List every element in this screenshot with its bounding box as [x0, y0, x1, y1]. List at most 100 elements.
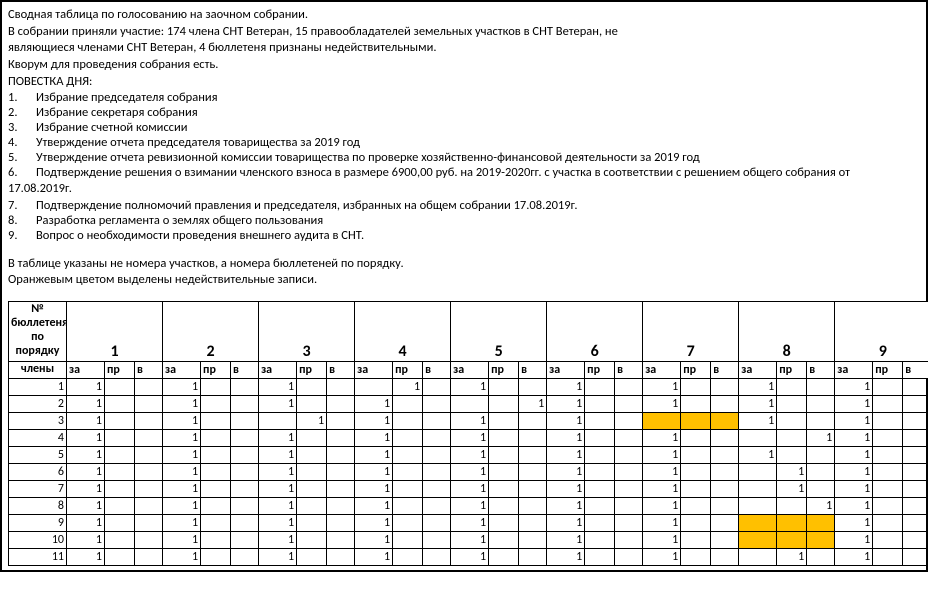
- vote-cell: 1: [643, 430, 681, 447]
- vote-cell: [423, 498, 451, 515]
- vote-cell: 1: [777, 464, 807, 481]
- vote-cell: [393, 481, 423, 498]
- vote-cell: 1: [163, 447, 201, 464]
- vote-cell: [423, 532, 451, 549]
- note-line: Оранжевым цветом выделены недействительн…: [8, 272, 920, 288]
- vote-cell: 1: [451, 464, 489, 481]
- vote-cell: 1: [163, 498, 201, 515]
- vote-cell: [615, 549, 643, 566]
- vote-cell: [489, 549, 519, 566]
- vote-cell: 1: [451, 379, 489, 396]
- vote-cell: [105, 498, 135, 515]
- vote-cell: 1: [451, 430, 489, 447]
- agenda-item: 1Избрание председателя собрания: [8, 90, 920, 105]
- row-number-cell: 10: [9, 532, 67, 549]
- vote-cell: [489, 515, 519, 532]
- subcolumn-header: пр: [873, 362, 903, 379]
- vote-cell: [777, 396, 807, 413]
- vote-cell: 1: [67, 447, 105, 464]
- vote-cell: 1: [835, 464, 873, 481]
- vote-cell: [489, 379, 519, 396]
- vote-cell: [231, 481, 259, 498]
- vote-cell: [777, 379, 807, 396]
- vote-cell: [327, 464, 355, 481]
- row-number-cell: 5: [9, 447, 67, 464]
- vote-cell: 1: [643, 515, 681, 532]
- subcolumn-header: пр: [105, 362, 135, 379]
- vote-cell: [231, 430, 259, 447]
- vote-cell: [489, 464, 519, 481]
- vote-cell: [903, 430, 928, 447]
- table-row: 4111111111: [9, 430, 928, 447]
- vote-cell: 1: [259, 515, 297, 532]
- vote-cell: [873, 430, 903, 447]
- vote-cell: 1: [643, 447, 681, 464]
- vote-cell: [423, 413, 451, 430]
- agenda-item: 5Утверждение отчета ревизионной комиссии…: [8, 150, 920, 165]
- vote-cell: 1: [643, 464, 681, 481]
- vote-cell: [105, 413, 135, 430]
- vote-cell: [489, 430, 519, 447]
- vote-cell: [327, 549, 355, 566]
- vote-cell: 1: [451, 447, 489, 464]
- vote-cell: [489, 413, 519, 430]
- vote-cell: [873, 447, 903, 464]
- vote-cell: [393, 396, 423, 413]
- agenda-item-number: 1: [8, 90, 36, 105]
- agenda-item-text: Подтверждение решения о взимании членско…: [36, 165, 920, 180]
- vote-cell: [231, 532, 259, 549]
- question-header: 3: [259, 302, 355, 362]
- vote-cell: [135, 515, 163, 532]
- row-number-cell: 8: [9, 498, 67, 515]
- vote-cell: 1: [67, 413, 105, 430]
- question-header: 1: [67, 302, 163, 362]
- subcolumn-header: за: [163, 362, 201, 379]
- vote-cell: [681, 481, 711, 498]
- vote-cell: 1: [547, 464, 585, 481]
- vote-cell: 1: [547, 396, 585, 413]
- vote-cell: [489, 498, 519, 515]
- vote-cell: 1: [67, 464, 105, 481]
- vote-cell: 1: [643, 532, 681, 549]
- vote-cell: 1: [835, 430, 873, 447]
- subcolumn-header: в: [615, 362, 643, 379]
- vote-cell: [135, 464, 163, 481]
- row-number-cell: 7: [9, 481, 67, 498]
- vote-cell: [327, 481, 355, 498]
- question-header: 5: [451, 302, 547, 362]
- vote-cell: [201, 498, 231, 515]
- vote-cell: [711, 549, 739, 566]
- vote-cell: [105, 515, 135, 532]
- vote-cell: 1: [163, 379, 201, 396]
- vote-cell: [585, 532, 615, 549]
- vote-cell: [297, 498, 327, 515]
- note-line: В таблице указаны не номера участков, а …: [8, 256, 920, 272]
- vote-cell: [519, 515, 547, 532]
- subcolumn-header: пр: [201, 362, 231, 379]
- vote-cell: 1: [777, 481, 807, 498]
- vote-cell: [423, 396, 451, 413]
- agenda-item-text: Избрание председателя собрания: [36, 90, 920, 105]
- vote-cell: 1: [835, 413, 873, 430]
- vote-cell: [585, 515, 615, 532]
- vote-cell: [585, 379, 615, 396]
- agenda-item-text: Избрание секретаря собрания: [36, 105, 920, 120]
- vote-cell: [777, 498, 807, 515]
- vote-cell: [231, 379, 259, 396]
- subcolumn-header: в: [807, 362, 835, 379]
- preamble-line: В собрании приняли участие: 174 члена СН…: [8, 24, 920, 40]
- preamble-line: Сводная таблица по голосованию на заочно…: [8, 7, 920, 23]
- vote-cell: [297, 430, 327, 447]
- vote-cell: 1: [67, 498, 105, 515]
- vote-cell: 1: [807, 498, 835, 515]
- vote-cell: [519, 464, 547, 481]
- question-header: 8: [739, 302, 835, 362]
- document-frame: Сводная таблица по голосованию на заочно…: [0, 0, 928, 572]
- vote-cell: [903, 549, 928, 566]
- vote-cell: [711, 447, 739, 464]
- vote-cell: [135, 498, 163, 515]
- vote-cell: [393, 532, 423, 549]
- vote-cell: 1: [643, 498, 681, 515]
- vote-cell: 1: [67, 481, 105, 498]
- vote-cell: [201, 430, 231, 447]
